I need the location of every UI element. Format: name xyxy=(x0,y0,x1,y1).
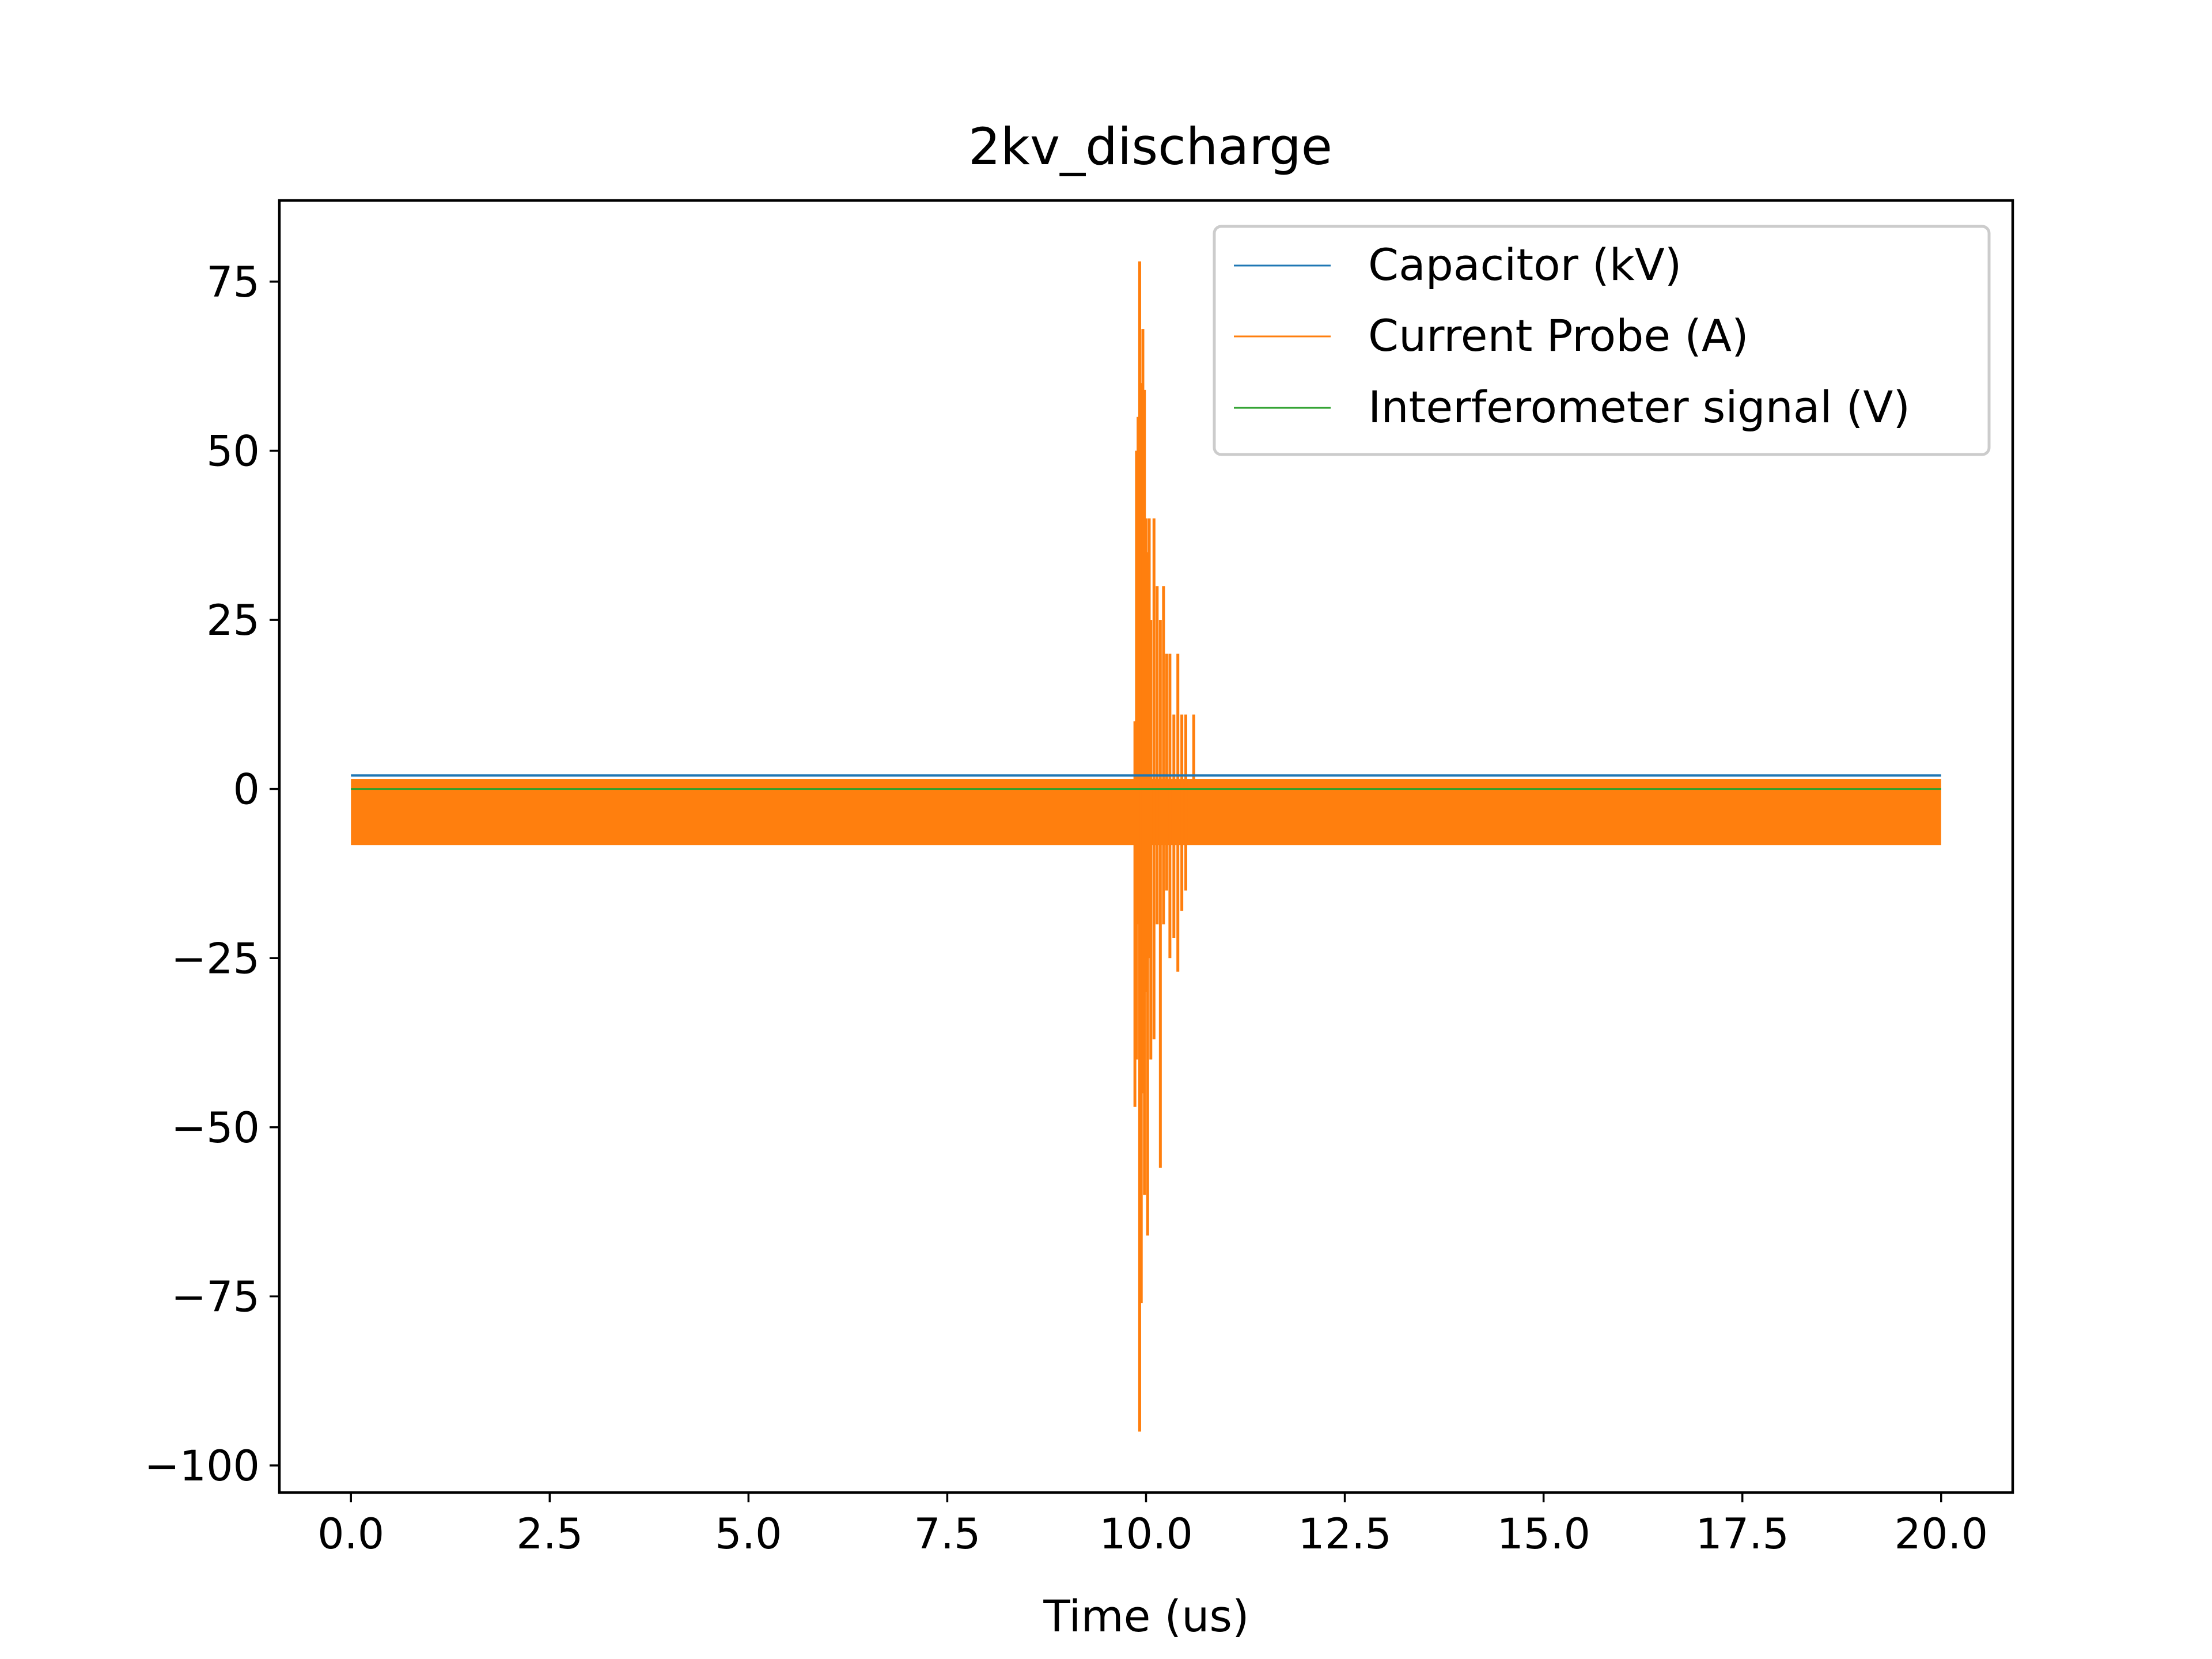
legend-label-current-probe: Current Probe (A) xyxy=(1368,310,1749,361)
legend: Capacitor (kV) Current Probe (A) Interfe… xyxy=(1213,225,1991,456)
y-tick-label: 50 xyxy=(206,427,260,476)
y-tick-label: −75 xyxy=(171,1272,260,1321)
y-axis-ticks: 75 50 25 0 −25 −50 −75 −100 xyxy=(144,258,279,1491)
plot-area xyxy=(351,261,1941,1432)
y-tick-label: 25 xyxy=(206,596,260,645)
series-current-probe xyxy=(351,261,1941,1432)
legend-label-interferometer: Interferometer signal (V) xyxy=(1368,381,1910,433)
x-tick-label: 5.0 xyxy=(715,1510,782,1559)
chart-title: 2kv_discharge xyxy=(968,117,1332,176)
x-tick-label: 7.5 xyxy=(914,1510,980,1559)
y-tick-label: −100 xyxy=(144,1442,260,1491)
legend-box xyxy=(1213,225,1991,456)
x-axis-label: Time (us) xyxy=(1043,1590,1249,1642)
x-tick-label: 17.5 xyxy=(1695,1510,1789,1559)
y-tick-label: 75 xyxy=(206,258,260,307)
x-tick-label: 2.5 xyxy=(516,1510,583,1559)
x-tick-label: 15.0 xyxy=(1497,1510,1590,1559)
x-tick-label: 0.0 xyxy=(317,1510,384,1559)
y-tick-label: −25 xyxy=(171,934,260,983)
x-tick-label: 10.0 xyxy=(1099,1510,1193,1559)
legend-label-capacitor: Capacitor (kV) xyxy=(1368,239,1681,290)
y-tick-label: 0 xyxy=(233,766,260,815)
x-tick-label: 12.5 xyxy=(1298,1510,1392,1559)
x-tick-label: 20.0 xyxy=(1895,1510,1988,1559)
y-tick-label: −50 xyxy=(171,1104,260,1153)
x-axis-ticks: 0.0 2.5 5.0 7.5 10.0 12.5 15.0 17.5 20.0 xyxy=(317,1493,1988,1559)
